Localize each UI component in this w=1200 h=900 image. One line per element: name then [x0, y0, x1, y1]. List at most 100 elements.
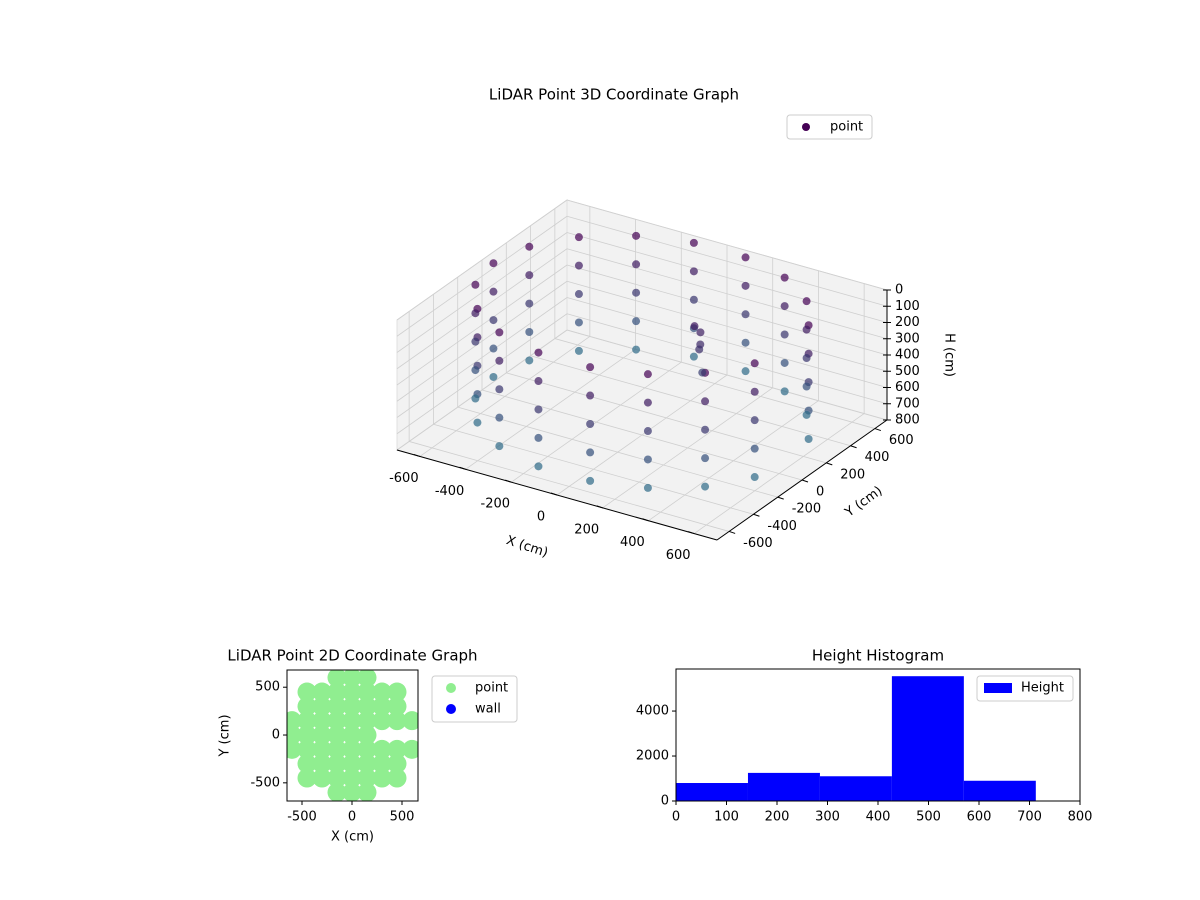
point	[402, 711, 418, 731]
plot-area	[287, 670, 418, 801]
bar	[891, 676, 964, 801]
point	[342, 768, 362, 788]
x-tick-label: 200	[574, 522, 599, 537]
point	[802, 410, 811, 419]
point	[297, 711, 317, 731]
point	[372, 754, 392, 774]
point	[489, 344, 498, 353]
point	[357, 782, 377, 801]
grid-line	[396, 215, 568, 337]
point	[632, 260, 641, 269]
point	[534, 462, 543, 471]
point	[342, 725, 362, 745]
bar	[963, 780, 1036, 801]
y-tick-label: 0	[272, 728, 280, 743]
point	[696, 328, 705, 337]
y-tick-label: 4000	[636, 704, 669, 719]
point	[387, 754, 407, 774]
x-tick-label: 300	[815, 810, 840, 825]
point	[327, 768, 347, 788]
x-axis-label: X (cm)	[331, 830, 374, 845]
point	[312, 711, 332, 731]
point	[327, 711, 347, 731]
x-tick-label: 500	[916, 810, 941, 825]
point	[689, 267, 698, 276]
tick-mark	[826, 462, 833, 466]
point	[643, 398, 652, 407]
point	[495, 413, 504, 422]
point	[586, 419, 595, 428]
point	[750, 444, 759, 453]
point	[525, 271, 534, 280]
grid-line	[396, 199, 568, 321]
point	[632, 231, 641, 240]
x-axis-line	[396, 449, 718, 541]
z-tick-label: 800	[895, 413, 920, 428]
y-tick-label: -200	[792, 502, 822, 517]
point	[701, 482, 710, 491]
point	[471, 394, 480, 403]
grid-line	[396, 280, 568, 402]
point	[586, 391, 595, 400]
y-tick-label: 2000	[636, 749, 669, 764]
point	[780, 330, 789, 339]
point	[534, 405, 543, 414]
point	[387, 711, 407, 731]
point	[372, 711, 392, 731]
point	[357, 754, 377, 774]
grid-line	[566, 297, 888, 388]
legend-marker	[446, 683, 456, 693]
bar	[676, 783, 748, 801]
point	[741, 367, 750, 376]
point	[574, 261, 583, 270]
point	[327, 670, 347, 688]
point	[802, 382, 811, 391]
point	[287, 711, 302, 731]
y-tick-label: 500	[255, 680, 280, 695]
point	[701, 425, 710, 434]
point	[525, 328, 534, 337]
z-tick-label: 200	[895, 315, 920, 330]
x-tick-label: 400	[620, 535, 645, 550]
point	[495, 356, 504, 365]
grid-line	[554, 338, 875, 429]
tick-mark	[777, 496, 784, 500]
z-tick-label: 0	[895, 283, 903, 298]
y-tick-label: 400	[865, 450, 890, 465]
point	[387, 682, 407, 702]
grid-line	[566, 329, 888, 421]
point	[689, 295, 698, 304]
point	[372, 696, 392, 716]
point	[357, 739, 377, 759]
point	[473, 418, 482, 427]
point	[327, 739, 347, 759]
x-tick-label: 600	[666, 548, 691, 563]
point	[525, 356, 534, 365]
point	[297, 754, 317, 774]
point	[750, 387, 759, 396]
point	[643, 455, 652, 464]
point	[804, 435, 813, 443]
point	[632, 345, 641, 354]
point	[489, 259, 498, 268]
x-tick-label: -600	[389, 471, 419, 486]
chart-title: LiDAR Point 3D Coordinate Graph	[489, 86, 739, 104]
point	[387, 739, 407, 759]
point	[698, 368, 707, 377]
point	[750, 416, 759, 425]
point	[525, 299, 534, 308]
legend-marker	[802, 123, 810, 131]
point	[489, 316, 498, 325]
z-tick-label: 300	[895, 331, 920, 346]
point	[357, 670, 377, 688]
point	[534, 433, 543, 442]
y-axis-line	[716, 419, 888, 541]
y-tick-label: -600	[743, 536, 773, 551]
point	[750, 473, 759, 482]
point	[327, 696, 347, 716]
point	[342, 711, 362, 731]
legend-marker	[446, 704, 456, 714]
point	[574, 318, 583, 327]
point	[312, 696, 332, 716]
